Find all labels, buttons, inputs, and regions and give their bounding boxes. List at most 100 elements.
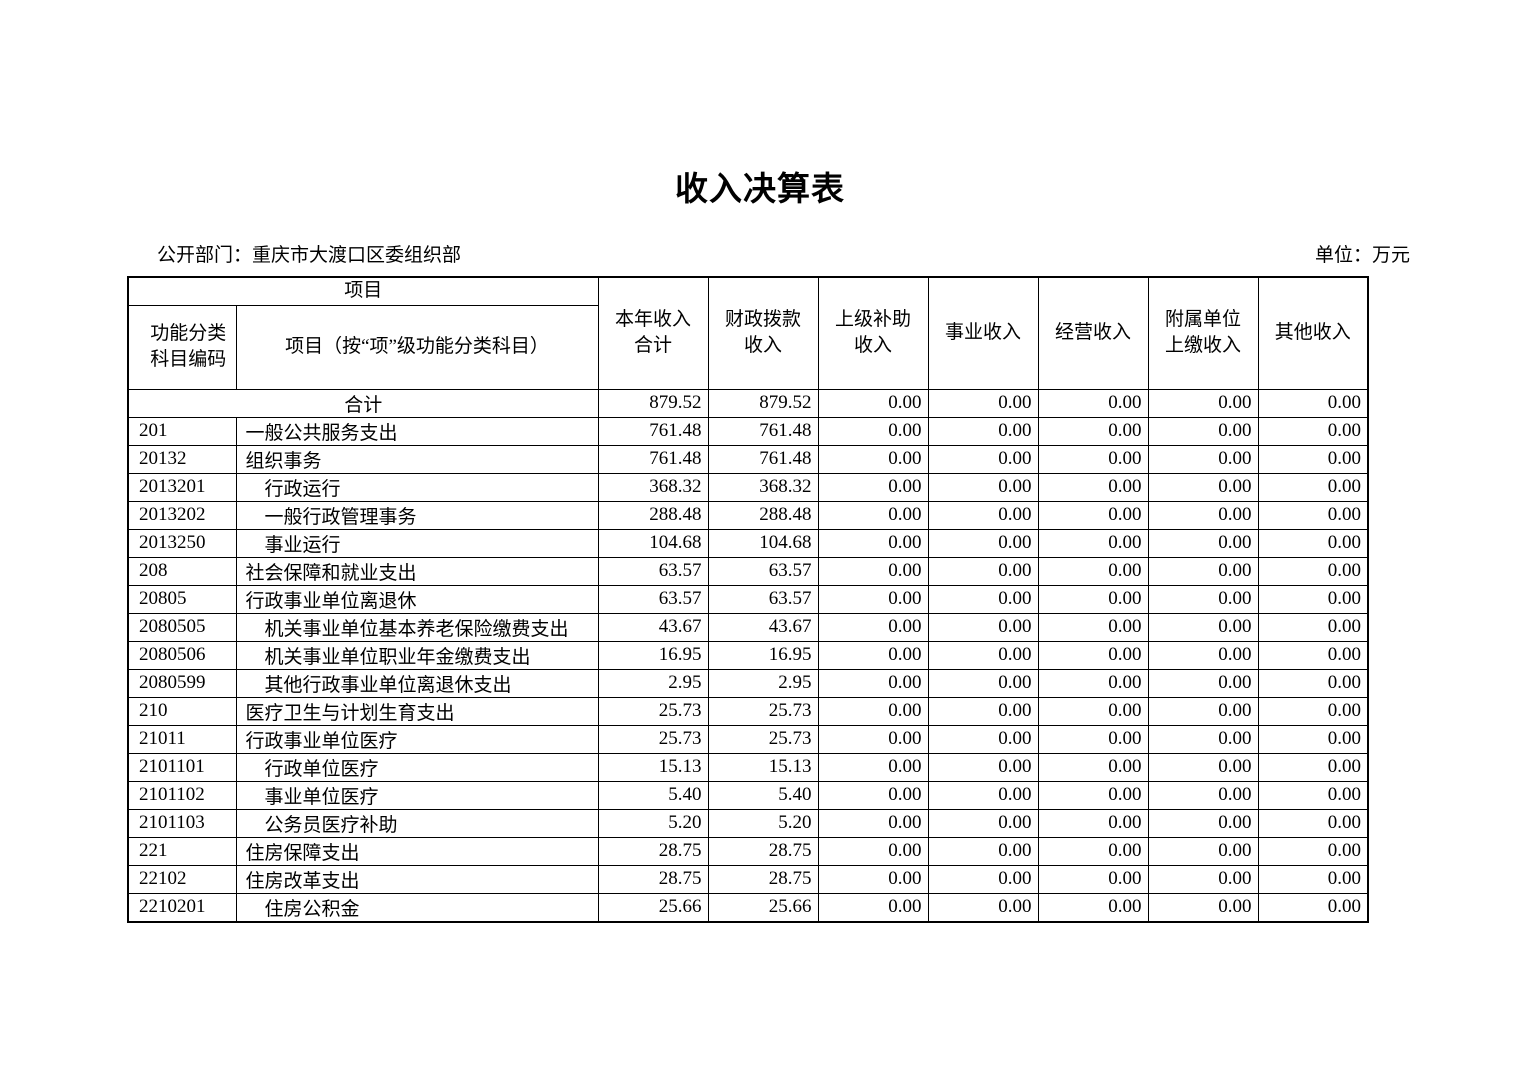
cell-value: 0.00: [927, 724, 1039, 754]
cell-item: 公务员医疗补助: [235, 808, 599, 838]
cell-value: 0.00: [817, 472, 929, 502]
table-row: 20132 组织事务 761.48 761.48 0.00 0.00 0.00 0.00 0.0…: [127, 444, 1369, 474]
cell-value: 0.00: [817, 528, 929, 558]
cell-value: 0.00: [1257, 864, 1369, 894]
cell-item: 行政单位医疗: [235, 752, 599, 782]
cell-value: 288.48: [597, 500, 709, 530]
column-header-item-name: 项目（按“项”级功能分类科目）: [235, 304, 599, 390]
unit-label: 单位：万元: [1314, 245, 1410, 266]
cell-item: 行政运行: [235, 472, 599, 502]
cell-value: 0.00: [1147, 556, 1259, 586]
cell-value: 43.67: [707, 612, 819, 642]
cell-code: 2210201: [127, 892, 237, 923]
table-row: 21011 行政事业单位医疗 25.73 25.73 0.00 0.00 0.00 0.00 0…: [127, 724, 1369, 754]
cell-value: 5.20: [597, 808, 709, 838]
cell-value: 0.00: [1037, 444, 1149, 474]
income-table: 项目 本年收入 合计 财政拨款 收入 上级补助 收入 事业收入 经营收入 附属单…: [127, 276, 1370, 923]
cell-value: 63.57: [707, 556, 819, 586]
cell-value: 0.00: [1147, 864, 1259, 894]
cell-value: 0.00: [927, 836, 1039, 866]
column-header-function-code: 功能分类 科目编码: [127, 304, 237, 390]
table-row: 2101102 事业单位医疗 5.40 5.40 0.00 0.00 0.00 0.00 0.0…: [127, 780, 1369, 810]
cell-code: 2080599: [127, 668, 237, 698]
cell-value: 25.66: [597, 892, 709, 923]
cell-value: 25.73: [597, 724, 709, 754]
table-row: 201 一般公共服务支出 761.48 761.48 0.00 0.00 0.00 0.00 0…: [127, 416, 1369, 446]
cell-item: 住房保障支出: [235, 836, 599, 866]
column-header-other-income: 其他收入: [1257, 276, 1369, 390]
cell-value: 0.00: [927, 444, 1039, 474]
cell-value: 0.00: [1147, 640, 1259, 670]
cell-code: 2101102: [127, 780, 237, 810]
cell-value: 0.00: [1037, 892, 1149, 923]
cell-value: 0.00: [1257, 472, 1369, 502]
cell-value: 0.00: [927, 696, 1039, 726]
table-row: 2210201 住房公积金 25.66 25.66 0.00 0.00 0.00 0.00 0.…: [127, 892, 1369, 923]
table-row: 2013250 事业运行 104.68 104.68 0.00 0.00 0.00 0.00 0…: [127, 528, 1369, 558]
cell-value: 5.40: [707, 780, 819, 810]
cell-value: 0.00: [1257, 500, 1369, 530]
cell-item: 机关事业单位职业年金缴费支出: [235, 640, 599, 670]
cell-value: 0.00: [817, 808, 929, 838]
cell-value: 25.73: [597, 696, 709, 726]
cell-value: 15.13: [707, 752, 819, 782]
cell-value: 0.00: [1257, 640, 1369, 670]
cell-value: 0.00: [1257, 584, 1369, 614]
cell-code: 2013202: [127, 500, 237, 530]
cell-value: 0.00: [927, 472, 1039, 502]
table-row: 22102 住房改革支出 28.75 28.75 0.00 0.00 0.00 0.00 0.0…: [127, 864, 1369, 894]
cell-value: 0.00: [1257, 892, 1369, 923]
cell-value: 0.00: [817, 696, 929, 726]
cell-item: 一般行政管理事务: [235, 500, 599, 530]
table-row: 合计 879.52 879.52 0.00 0.00 0.00 0.00 0.00: [127, 388, 1369, 418]
table-row: 2080599 其他行政事业单位离退休支出 2.95 2.95 0.00 0.00 0.00…: [127, 668, 1369, 698]
column-header-fiscal-appropriation: 财政拨款 收入: [707, 276, 819, 390]
cell-value: 0.00: [1257, 836, 1369, 866]
cell-value: 0.00: [1037, 388, 1149, 418]
cell-value: 0.00: [927, 388, 1039, 418]
cell-value: 0.00: [1257, 808, 1369, 838]
cell-value: 0.00: [817, 724, 929, 754]
cell-value: 0.00: [1257, 612, 1369, 642]
meta-row: 公开部门：重庆市大渡口区委组织部 单位：万元: [127, 245, 1410, 268]
cell-item: 其他行政事业单位离退休支出: [235, 668, 599, 698]
table-row: 2080506 机关事业单位职业年金缴费支出 16.95 16.95 0.00 0.00 0…: [127, 640, 1369, 670]
cell-item: 合计: [127, 388, 599, 418]
table-row: 210 医疗卫生与计划生育支出 25.73 25.73 0.00 0.00 0.00 0.00…: [127, 696, 1369, 726]
cell-value: 0.00: [1037, 752, 1149, 782]
cell-value: 0.00: [1147, 500, 1259, 530]
cell-value: 0.00: [1037, 696, 1149, 726]
table-row: 208 社会保障和就业支出 63.57 63.57 0.00 0.00 0.00 0.00 0.…: [127, 556, 1369, 586]
cell-value: 0.00: [927, 416, 1039, 446]
cell-item: 医疗卫生与计划生育支出: [235, 696, 599, 726]
cell-value: 0.00: [927, 584, 1039, 614]
table-row: 221 住房保障支出 28.75 28.75 0.00 0.00 0.00 0.00 0.00: [127, 836, 1369, 866]
header-row-group: 项目 本年收入 合计 财政拨款 收入 上级补助 收入 事业收入 经营收入 附属单…: [127, 276, 1369, 390]
cell-value: 879.52: [597, 388, 709, 418]
cell-value: 0.00: [927, 808, 1039, 838]
cell-value: 5.40: [597, 780, 709, 810]
cell-value: 0.00: [1257, 724, 1369, 754]
cell-value: 0.00: [1147, 668, 1259, 698]
cell-value: 879.52: [707, 388, 819, 418]
cell-value: 0.00: [1147, 472, 1259, 502]
cell-value: 0.00: [1147, 780, 1259, 810]
cell-code: 2013250: [127, 528, 237, 558]
cell-value: 0.00: [1147, 388, 1259, 418]
cell-value: 2.95: [707, 668, 819, 698]
cell-value: 0.00: [927, 752, 1039, 782]
column-header-current-year-total: 本年收入 合计: [597, 276, 709, 390]
cell-value: 0.00: [817, 556, 929, 586]
cell-value: 0.00: [927, 780, 1039, 810]
cell-value: 104.68: [707, 528, 819, 558]
cell-code: 221: [127, 836, 237, 866]
cell-value: 15.13: [597, 752, 709, 782]
cell-value: 0.00: [817, 668, 929, 698]
cell-value: 0.00: [927, 612, 1039, 642]
cell-value: 0.00: [1037, 528, 1149, 558]
cell-value: 0.00: [817, 416, 929, 446]
cell-item: 社会保障和就业支出: [235, 556, 599, 586]
cell-value: 0.00: [1147, 836, 1259, 866]
table-row: 2101103 公务员医疗补助 5.20 5.20 0.00 0.00 0.00 0.00 0.…: [127, 808, 1369, 838]
cell-item: 行政事业单位医疗: [235, 724, 599, 754]
